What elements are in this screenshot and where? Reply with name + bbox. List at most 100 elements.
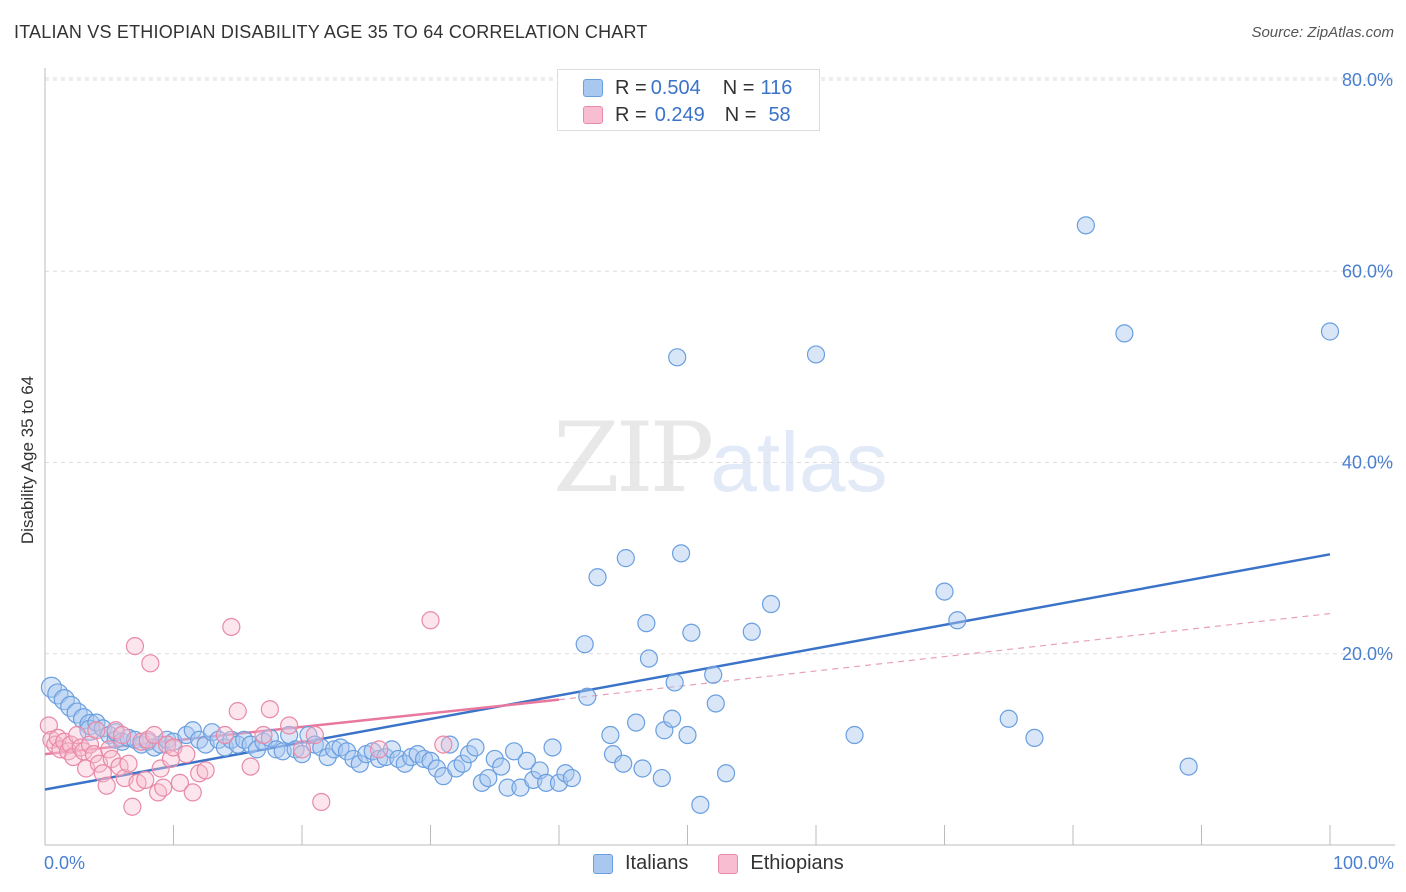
axis-labels: 20.0% 40.0% 60.0% 80.0% 0.0% 100.0% Disability… [18, 70, 1394, 873]
y-tick-label: 60.0% [1342, 261, 1393, 281]
data-point [637, 614, 656, 633]
data-point [440, 735, 459, 754]
data-point [40, 676, 63, 698]
data-point [183, 721, 202, 740]
data-point [614, 754, 633, 773]
data-point [682, 623, 701, 642]
data-point [671, 544, 691, 563]
data-point [97, 776, 116, 795]
legend-label-ethiopians: Ethiopians [750, 852, 844, 874]
legend-item-italians[interactable]: Italians [593, 852, 688, 875]
x-tick-label-min: 0.0% [44, 853, 85, 873]
axes [44, 68, 1395, 846]
data-point [498, 778, 517, 797]
legend-n-value: 58 [768, 103, 791, 126]
series-legend: Italians Ethiopians [593, 852, 874, 875]
stats-legend: R = 0.504 N = 116 R = 0.249 N = 58 [557, 69, 820, 131]
data-point [479, 768, 498, 788]
data-point [626, 713, 646, 732]
data-point [47, 683, 69, 705]
data-point [395, 754, 414, 773]
trend-line-italians [44, 553, 1331, 791]
data-point [64, 747, 83, 767]
data-point [228, 702, 247, 721]
data-point [123, 797, 142, 816]
legend-row-ethiopians: R = 0.249 N = 58 [583, 104, 791, 126]
data-point [421, 611, 440, 630]
legend-n-label: N = [724, 103, 757, 126]
series-ethiopians [39, 611, 453, 816]
data-point [999, 709, 1018, 728]
data-point [504, 742, 524, 761]
data-point [382, 740, 402, 759]
data-point [112, 725, 132, 745]
data-point [215, 725, 234, 745]
data-point [241, 757, 260, 776]
data-point [222, 617, 241, 637]
data-point [652, 768, 671, 788]
trend-extension-ethiopians [558, 612, 1331, 701]
legend-r-value: 0.249 [654, 103, 705, 126]
data-point [761, 594, 781, 614]
data-point [125, 636, 145, 656]
data-point [466, 738, 485, 757]
data-point [292, 745, 312, 764]
legend-swatch-ethiopians [718, 853, 739, 874]
data-point [537, 773, 556, 792]
data-point [1025, 728, 1044, 748]
legend-row-italians: R = 0.504 N = 116 [583, 77, 792, 99]
data-point [280, 716, 299, 735]
source-credit: Source: ZipAtlas.com [1251, 24, 1394, 41]
data-point [141, 654, 160, 673]
data-point [678, 725, 697, 745]
legend-swatch-ethiopians [583, 106, 603, 124]
data-point [60, 695, 82, 717]
data-point [665, 673, 684, 692]
data-point [492, 757, 511, 776]
data-point [53, 689, 75, 711]
legend-item-ethiopians[interactable]: Ethiopians [718, 852, 844, 875]
y-tick-label: 40.0% [1342, 453, 1393, 473]
data-point [588, 568, 607, 587]
data-point [39, 716, 58, 735]
data-point [668, 348, 687, 367]
data-point [575, 635, 594, 654]
data-point [312, 792, 331, 812]
data-point [459, 745, 479, 764]
data-points [39, 216, 1340, 816]
legend-swatch-italians [593, 853, 613, 874]
data-point [935, 582, 954, 601]
data-point [350, 754, 369, 773]
data-point [254, 725, 273, 745]
x-tick-label-max: 100.0% [1333, 853, 1394, 873]
data-point [414, 749, 434, 769]
data-point [1320, 322, 1340, 341]
data-point [434, 735, 453, 754]
legend-swatch-italians [583, 79, 603, 97]
data-point [196, 761, 215, 780]
data-point [845, 725, 864, 745]
data-point [691, 795, 710, 814]
trend-lines [44, 553, 1331, 791]
data-point [706, 694, 725, 713]
data-point [806, 345, 826, 364]
legend-r-value: 0.504 [650, 76, 701, 99]
data-point [267, 740, 286, 759]
data-point [639, 649, 659, 668]
data-point [1115, 324, 1134, 343]
series-italians [40, 216, 1340, 814]
data-point [742, 622, 761, 641]
y-axis-label: Disability Age 35 to 64 [18, 376, 37, 544]
legend-n-label: N = [722, 76, 755, 99]
data-point [704, 665, 723, 684]
chart-title: ITALIAN VS ETHIOPIAN DISABILITY AGE 35 T… [14, 22, 648, 42]
data-point [260, 700, 279, 719]
y-tick-label: 80.0% [1342, 70, 1393, 90]
watermark-zip: ZIP [553, 402, 714, 514]
data-point [453, 754, 472, 773]
data-point [633, 759, 652, 778]
legend-n-value: 116 [760, 76, 793, 99]
data-point [543, 738, 562, 757]
data-point [601, 725, 620, 745]
